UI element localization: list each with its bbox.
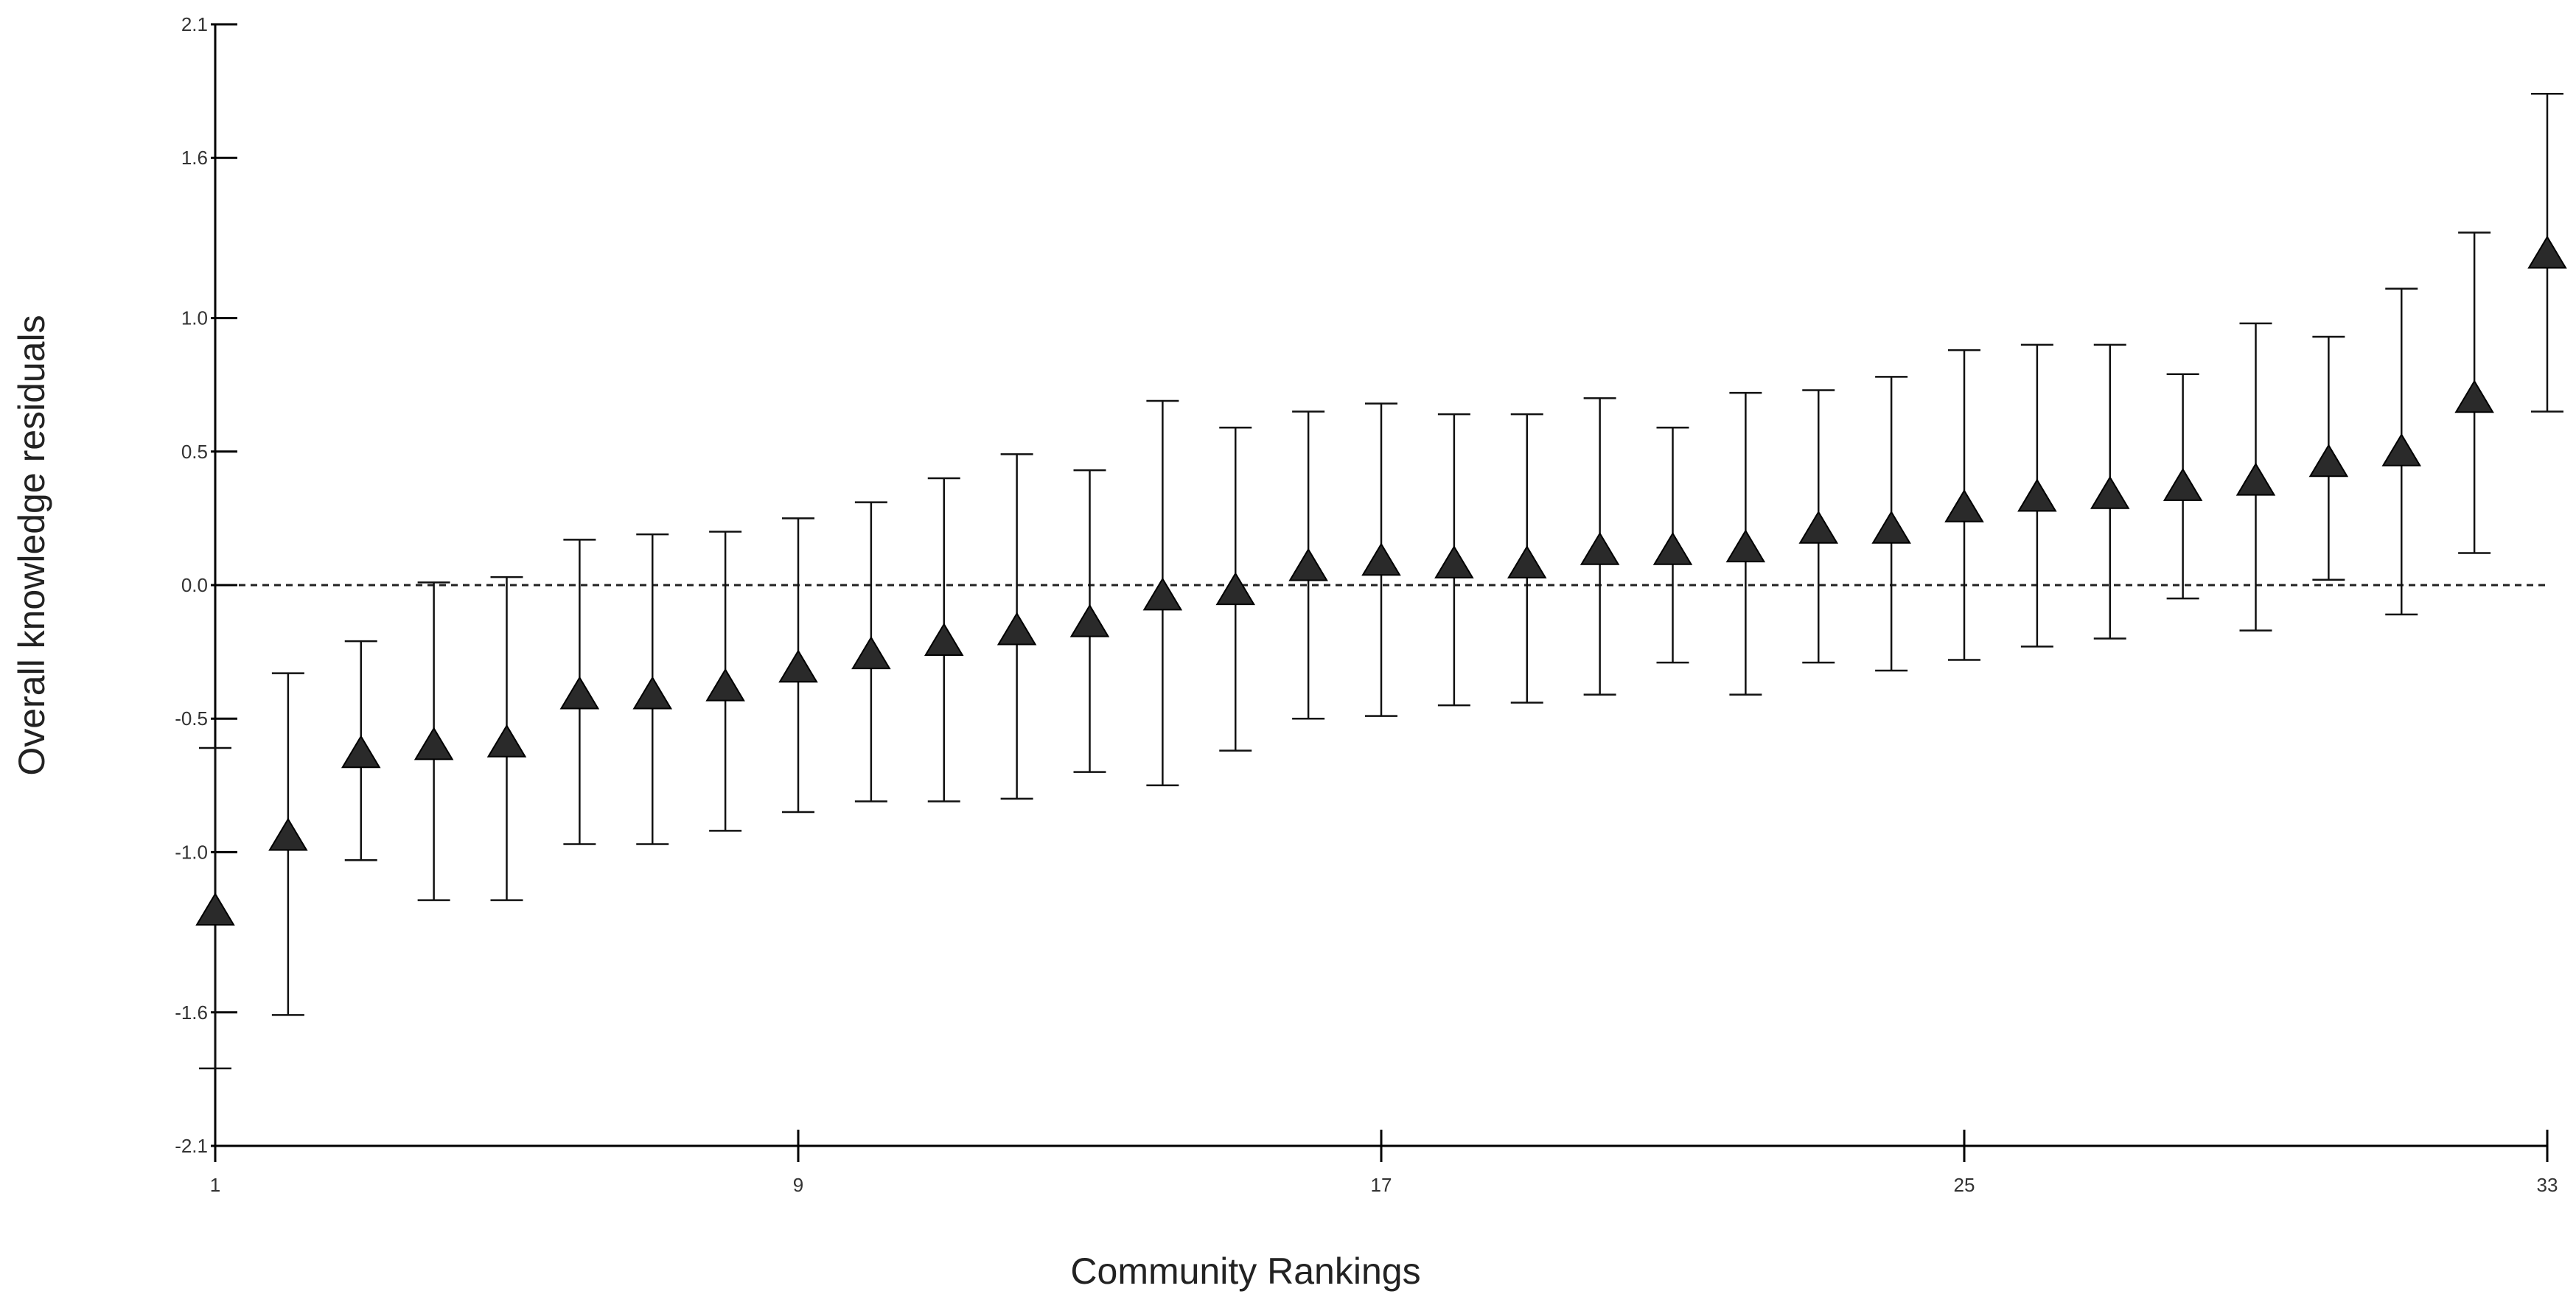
data-point-triangle [2308,444,2349,478]
data-point-triangle [486,724,527,758]
data-point-triangle [1142,577,1183,611]
y-tick-label: 2.1 [181,13,208,35]
y-tick-label: -2.1 [175,1135,208,1157]
data-point-triangle [1069,604,1110,637]
data-point-triangle [1944,489,1984,522]
x-tick-label: 9 [793,1174,803,1196]
x-tick-label: 33 [2537,1174,2558,1196]
data-point-triangle [1434,545,1474,578]
data-point-triangle [2454,380,2494,413]
data-point-triangle [2017,478,2057,512]
data-point-triangle [1361,542,1401,576]
x-axis-title: Community Rankings [1070,1251,1420,1292]
data-point-triangle [559,676,600,710]
y-tick-label: 1.0 [181,307,208,329]
data-point-triangle [195,892,235,926]
data-marks-layer [195,92,2567,1070]
data-point-triangle [1288,548,1328,581]
data-point-triangle [851,636,891,670]
data-point-triangle [1871,510,1911,544]
y-tick-label: 0.0 [181,574,208,596]
y-tick-label: -0.5 [175,707,208,730]
data-point-triangle [2381,433,2422,466]
data-point-triangle [1215,572,1256,606]
data-point-triangle [778,649,818,683]
data-point-triangle [996,612,1037,646]
ticks-layer: 2.1 1.6 1.0 0.5 0.0 -0.5 -1.0 -1.6 -2.11 9 17 25 33 [175,13,2558,1196]
data-point-triangle [341,735,381,769]
data-point-triangle [2235,462,2276,496]
data-point-triangle [705,668,745,702]
data-point-triangle [1652,531,1693,565]
y-axis-title: Overall knowledge residuals [11,315,52,775]
x-tick-label: 25 [1954,1174,1975,1196]
y-tick-label: -1.0 [175,841,208,863]
data-point-triangle [1725,529,1766,563]
data-point-triangle [1507,545,1547,578]
data-point-triangle [2527,235,2567,269]
data-point-triangle [1580,531,1620,565]
data-point-triangle [924,623,964,656]
data-point-triangle [413,727,454,760]
data-point-triangle [632,676,673,710]
data-point-triangle [1798,510,1839,544]
y-tick-label: -1.6 [175,1001,208,1024]
data-point-triangle [268,817,308,851]
data-point-triangle [2090,475,2130,509]
x-tick-label: 1 [210,1174,220,1196]
y-tick-label: 0.5 [181,441,208,463]
x-tick-label: 17 [1371,1174,1392,1196]
data-point-triangle [2163,467,2203,501]
y-tick-label: 1.6 [181,147,208,169]
